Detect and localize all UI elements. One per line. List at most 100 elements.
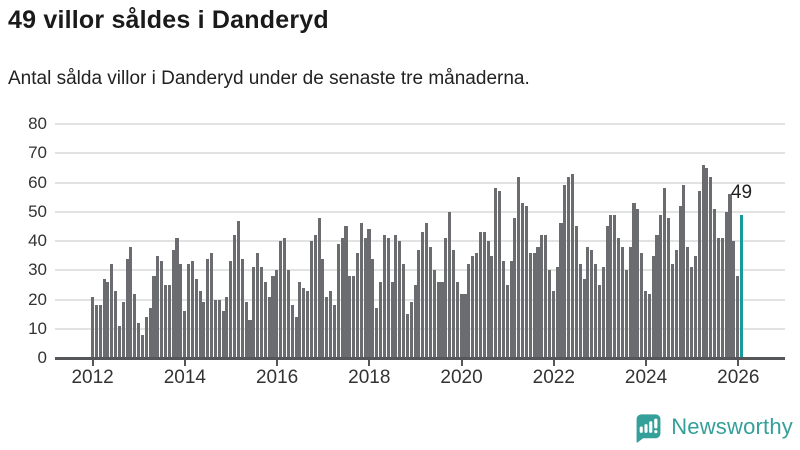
bar [325, 296, 329, 358]
bar [106, 281, 110, 358]
bar [405, 314, 409, 358]
bar [559, 223, 563, 358]
x-axis-tick [552, 359, 555, 366]
gridline [55, 123, 785, 125]
bar [394, 235, 398, 358]
bar [117, 325, 121, 358]
x-axis-tick-label: 2014 [163, 367, 206, 388]
bar [544, 235, 548, 358]
bar [240, 258, 244, 358]
y-axis-tick-label: 30 [28, 260, 47, 280]
y-axis-tick-label: 80 [28, 114, 47, 133]
bar [582, 279, 586, 358]
x-axis-tick-label: 2024 [624, 367, 668, 388]
bar [306, 290, 310, 358]
y-axis-tick-label: 0 [37, 348, 47, 367]
bar [271, 276, 275, 358]
bar [640, 252, 644, 358]
bar [421, 232, 425, 358]
gridline [55, 240, 785, 242]
bar [713, 208, 717, 358]
bar [643, 290, 648, 358]
bar [716, 238, 720, 358]
bar [667, 217, 671, 358]
bar [294, 317, 298, 358]
bar [624, 270, 628, 358]
bar [163, 284, 168, 358]
bar [597, 284, 601, 358]
bar [183, 311, 187, 358]
bar [440, 281, 444, 358]
bar [720, 238, 724, 358]
bar [494, 188, 498, 358]
bar [475, 252, 479, 358]
bar [521, 202, 525, 358]
bar [148, 308, 152, 358]
gridline [55, 152, 785, 155]
x-axis-tick-label: 2020 [440, 367, 483, 388]
y-axis-tick-label: 50 [28, 201, 47, 221]
bar [144, 317, 148, 358]
bar [382, 235, 386, 358]
bar [436, 281, 440, 358]
y-axis-tick-label: 60 [28, 172, 47, 192]
bar [467, 264, 471, 358]
bar [524, 205, 528, 358]
bar [628, 246, 632, 358]
bar [114, 290, 118, 358]
bar [586, 246, 590, 358]
bar [686, 246, 690, 358]
bar [678, 205, 682, 358]
bar [91, 296, 95, 358]
bar [121, 302, 125, 358]
highlight-bar-latest [739, 214, 744, 358]
bar [302, 287, 306, 358]
newsworthy-icon [636, 413, 661, 443]
bar [578, 264, 582, 358]
bar [152, 276, 156, 358]
x-axis-tick [368, 359, 371, 366]
bar [674, 249, 678, 358]
bar [202, 302, 206, 358]
page-title: 49 villor såldes i Danderyd [8, 6, 329, 34]
bar [459, 293, 463, 358]
bar [444, 238, 448, 358]
bar [505, 284, 509, 358]
bar [94, 305, 98, 358]
bar [574, 226, 578, 358]
bar [398, 241, 402, 358]
bar [728, 194, 732, 358]
bar [651, 255, 655, 358]
bar [517, 176, 521, 358]
bar [463, 293, 467, 358]
bar [340, 238, 344, 358]
bar [386, 238, 390, 358]
gridline [55, 181, 785, 184]
bar [129, 246, 133, 358]
x-axis-tick-label: 2026 [717, 367, 760, 388]
bar [659, 214, 663, 358]
bar [709, 176, 713, 358]
bar [413, 284, 417, 358]
bar [352, 276, 356, 358]
bar [221, 311, 225, 358]
bar [190, 261, 194, 358]
x-axis-tick [183, 359, 186, 366]
bar [478, 232, 482, 358]
bar [198, 290, 202, 358]
bar [536, 246, 540, 358]
bar [613, 214, 617, 358]
bar [663, 188, 667, 358]
bar [551, 290, 555, 358]
bar [555, 267, 559, 358]
bar [528, 252, 532, 358]
bar [402, 264, 406, 358]
bar [390, 281, 394, 358]
chart-subtitle: Antal sålda villor i Danderyd under de s… [8, 68, 530, 89]
bar [187, 264, 191, 358]
bar [620, 246, 624, 358]
bar [363, 238, 367, 358]
bar [690, 267, 694, 358]
bar [670, 264, 674, 358]
bar [367, 229, 371, 358]
